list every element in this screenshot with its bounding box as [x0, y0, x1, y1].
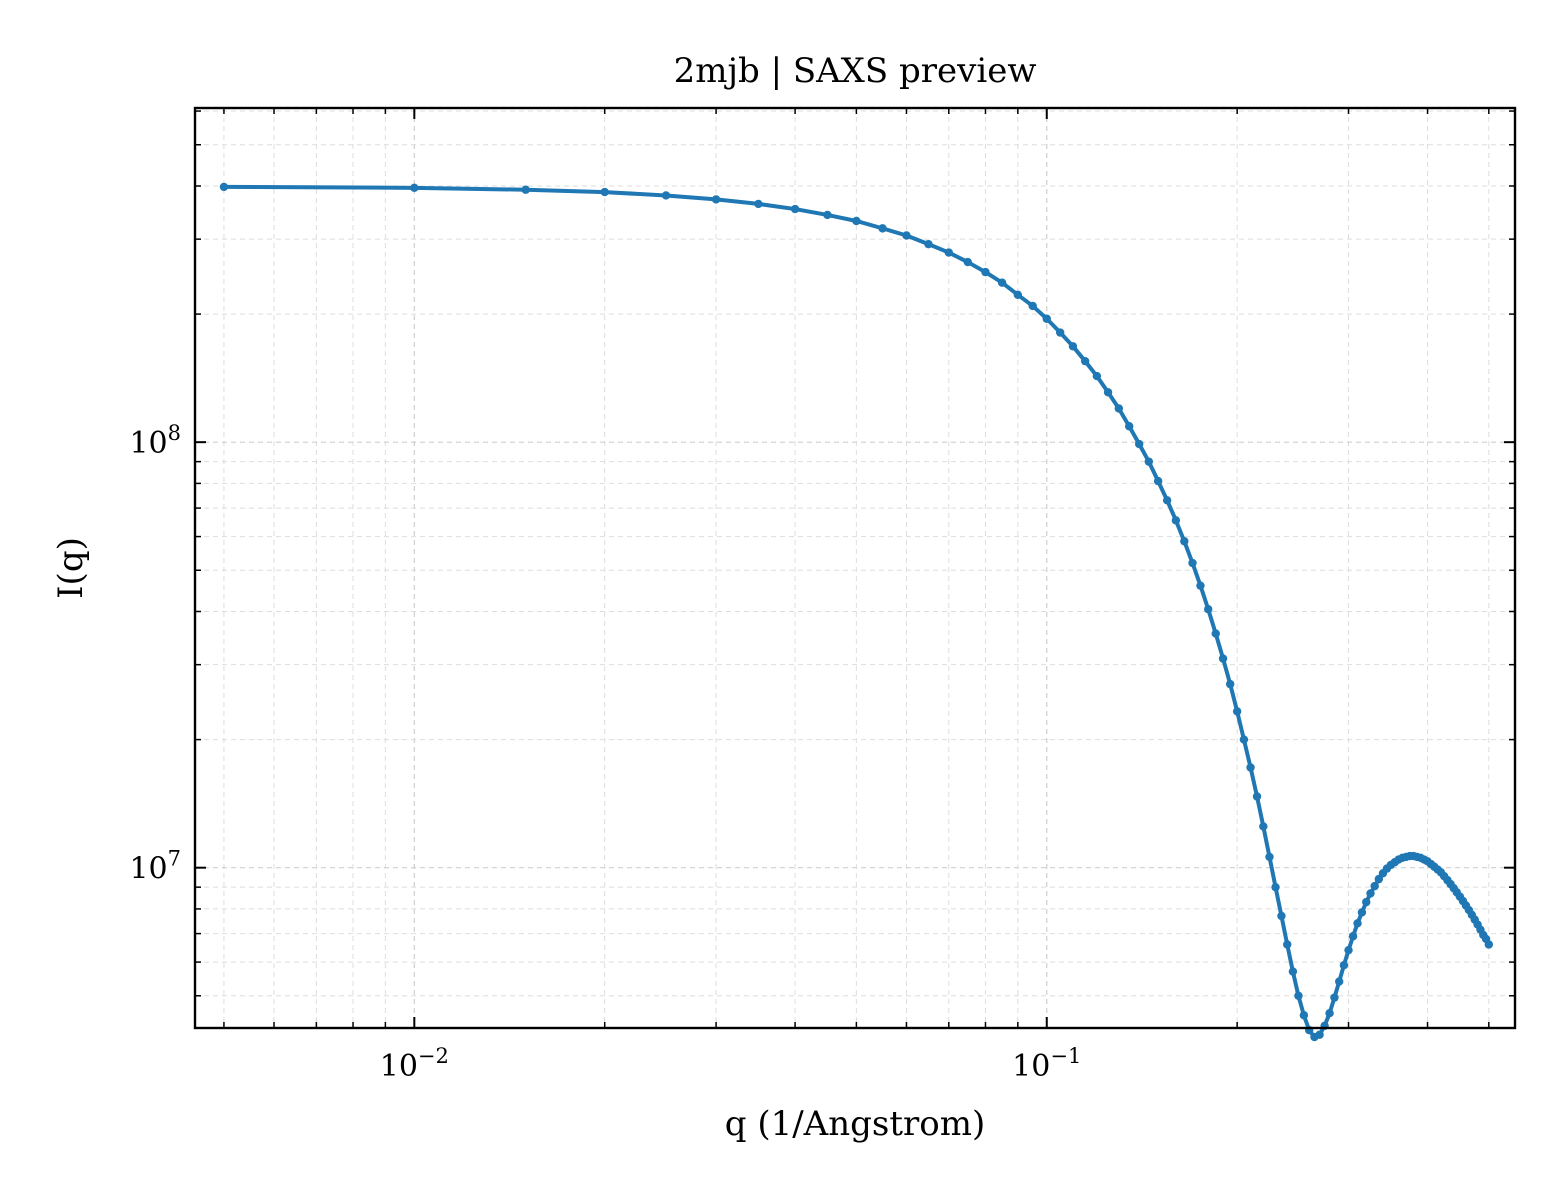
data-point [1153, 476, 1163, 486]
data-point [1277, 911, 1286, 921]
data-point [1042, 314, 1051, 323]
data-point [963, 257, 972, 267]
data-point [410, 183, 419, 193]
data-point [1325, 1009, 1334, 1018]
data-point [1265, 852, 1274, 862]
data-point [1171, 516, 1181, 525]
data-point [219, 182, 229, 192]
data-point [1204, 605, 1213, 614]
chart-title: 2mjb | SAXS preview [674, 51, 1037, 91]
data-point [1124, 422, 1134, 431]
data-point [1366, 889, 1375, 898]
data-point [661, 191, 671, 200]
data-point [1232, 707, 1242, 716]
data-point [600, 187, 609, 197]
data-point [711, 195, 721, 204]
data-point [1259, 822, 1268, 831]
data-point [1162, 496, 1172, 505]
data-point [521, 185, 530, 194]
data-point [1362, 897, 1371, 907]
data-point [1080, 356, 1090, 366]
data-point [1370, 881, 1379, 891]
data-point [902, 231, 911, 240]
data-point [790, 204, 800, 214]
data-point [1335, 977, 1344, 986]
x-tick-label: 10−1 [1012, 1044, 1081, 1084]
data-point [1252, 792, 1262, 801]
data-point [1315, 1030, 1324, 1039]
data-point [1068, 342, 1078, 351]
x-axis-label: q (1/Angstrom) [725, 1104, 985, 1144]
data-point [1283, 940, 1292, 949]
data-point [1246, 763, 1255, 772]
y-tick-label: 108 [129, 421, 181, 461]
series-layer [219, 182, 1494, 1042]
data-point [1144, 457, 1154, 466]
data-point [1013, 290, 1023, 299]
data-point [1271, 882, 1280, 892]
data-point [1028, 301, 1037, 311]
data-point [1218, 654, 1228, 663]
data-point [1294, 991, 1303, 1000]
data-point [1339, 960, 1349, 970]
data-point [944, 248, 953, 257]
data-point [981, 267, 990, 277]
data-point [1134, 439, 1144, 449]
data-point [754, 199, 763, 209]
data-point [1484, 940, 1494, 949]
data-point [1330, 993, 1339, 1002]
data-point [924, 239, 933, 249]
data-point [997, 278, 1007, 287]
data-point [1188, 558, 1197, 568]
data-point [823, 210, 832, 220]
data-point [1288, 967, 1298, 976]
x-tick-label: 10−2 [380, 1044, 449, 1084]
data-point [1353, 919, 1362, 928]
data-point [878, 224, 887, 233]
data-point [1299, 1011, 1309, 1020]
y-axis-label: I(q) [51, 537, 91, 599]
data-point [1239, 735, 1249, 744]
plot-frame [193, 106, 1517, 1030]
data-point [1211, 629, 1220, 638]
data-point [1103, 388, 1113, 397]
data-point [1055, 328, 1065, 337]
data-point [852, 216, 861, 226]
data-point [1180, 537, 1189, 546]
data-point [1196, 581, 1205, 590]
data-point [1114, 404, 1124, 413]
data-point [1348, 932, 1358, 941]
data-point [1092, 371, 1102, 381]
tick-labels-layer: 10−2 10−1 107 108 [129, 421, 1081, 1084]
data-point [1344, 945, 1353, 955]
data-point [1357, 908, 1367, 917]
y-tick-label: 107 [129, 847, 181, 887]
data-point [1225, 679, 1235, 689]
